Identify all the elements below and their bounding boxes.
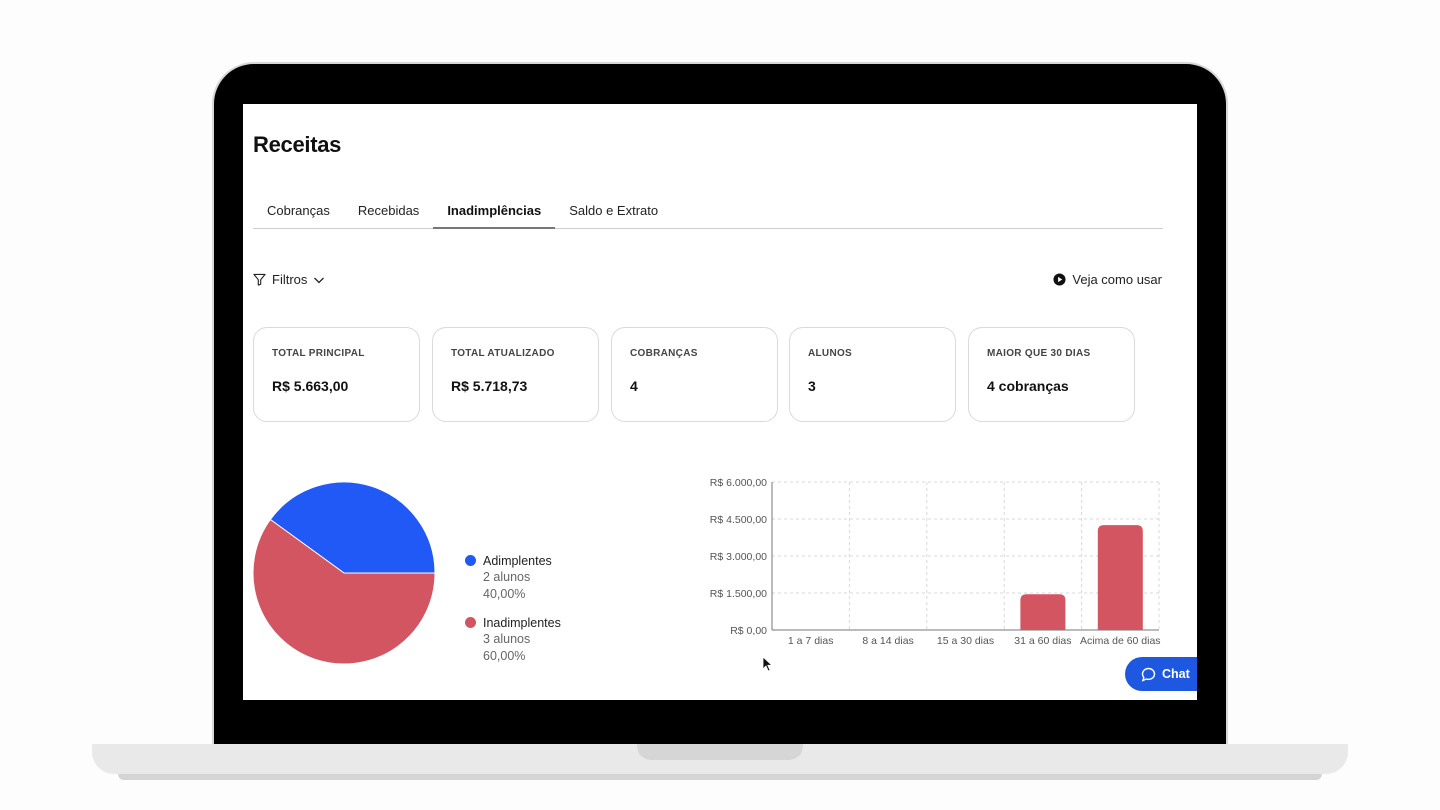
card-label: ALUNOS — [808, 348, 853, 359]
x-tick-label: 8 a 14 dias — [862, 635, 913, 647]
legend-count: 2 alunos — [483, 570, 531, 584]
howto-link[interactable]: Veja como usar — [1053, 272, 1162, 287]
y-tick-label: R$ 1.500,00 — [710, 588, 767, 600]
card-alunos: ALUNOS 3 — [789, 327, 956, 422]
mouse-cursor-icon — [762, 656, 774, 677]
legend-percent: 40,00% — [483, 587, 526, 601]
x-tick-label: 31 a 60 dias — [1014, 635, 1071, 647]
pie-slice-inadimplentes[interactable] — [252, 518, 436, 665]
legend-item-inadimplentes: Inadimplentes 3 alunos 60,00% — [465, 615, 561, 665]
play-circle-icon — [1053, 273, 1066, 286]
chat-button[interactable]: Chat — [1125, 657, 1197, 691]
card-label: MAIOR QUE 30 DIAS — [987, 348, 1091, 359]
chat-label: Chat — [1162, 667, 1190, 681]
y-tick-label: R$ 3.000,00 — [710, 551, 767, 563]
tab-bar: Cobranças Recebidas Inadimplências Saldo… — [253, 196, 1163, 229]
card-label: COBRANÇAS — [630, 348, 698, 359]
filter-icon — [253, 273, 266, 286]
filters-button[interactable]: Filtros — [253, 272, 325, 287]
card-value: 4 cobranças — [987, 378, 1069, 394]
tab-recebidas[interactable]: Recebidas — [357, 203, 420, 218]
bar-4[interactable] — [1097, 525, 1143, 630]
x-tick-label: 15 a 30 dias — [937, 635, 994, 647]
card-value: 3 — [808, 378, 816, 394]
card-total-atualizado: TOTAL ATUALIZADO R$ 5.718,73 — [432, 327, 599, 422]
laptop-notch — [637, 744, 803, 760]
card-cobrancas: COBRANÇAS 4 — [611, 327, 778, 422]
x-tick-label: 1 a 7 dias — [788, 635, 834, 647]
tab-saldo-extrato[interactable]: Saldo e Extrato — [569, 203, 659, 218]
legend-percent: 60,00% — [483, 649, 526, 663]
card-total-principal: TOTAL PRINCIPAL R$ 5.663,00 — [253, 327, 420, 422]
legend-count: 3 alunos — [483, 632, 531, 646]
pie-legend: Adimplentes 2 alunos 40,00% Inadimplente… — [465, 553, 561, 677]
x-tick-label: Acima de 60 dias — [1080, 635, 1161, 647]
howto-label: Veja como usar — [1072, 272, 1162, 287]
card-value: R$ 5.663,00 — [272, 378, 349, 394]
laptop-base-shadow — [118, 774, 1322, 780]
card-label: TOTAL ATUALIZADO — [451, 348, 555, 359]
bar-3[interactable] — [1020, 594, 1066, 630]
card-value: 4 — [630, 378, 638, 394]
legend-item-adimplentes: Adimplentes 2 alunos 40,00% — [465, 553, 561, 603]
tab-cobrancas[interactable]: Cobranças — [267, 203, 330, 218]
legend-swatch-inadimplentes — [465, 617, 476, 628]
y-tick-label: R$ 0,00 — [730, 625, 767, 637]
legend-label: Adimplentes — [483, 554, 552, 568]
filters-label: Filtros — [272, 272, 308, 287]
chevron-down-icon — [313, 274, 325, 286]
aging-bar-chart: R$ 0,00 R$ 1.500,00 R$ 3.000,00 R$ 4.500,00… — [710, 477, 1161, 647]
pie-chart — [252, 481, 436, 665]
y-tick-label: R$ 6.000,00 — [710, 477, 767, 489]
legend-swatch-adimplentes — [465, 555, 476, 566]
app-screen: Receitas Cobranças Recebidas Inadimplênc… — [243, 104, 1197, 700]
card-value: R$ 5.718,73 — [451, 378, 528, 394]
tab-inadimplencias[interactable]: Inadimplências — [433, 196, 556, 229]
y-tick-label: R$ 4.500,00 — [710, 514, 767, 526]
page-title: Receitas — [253, 132, 342, 157]
legend-label: Inadimplentes — [483, 616, 561, 630]
card-maior-30-dias: MAIOR QUE 30 DIAS 4 cobranças — [968, 327, 1135, 422]
card-label: TOTAL PRINCIPAL — [272, 348, 365, 359]
chat-bubble-icon — [1141, 667, 1156, 682]
pie-slice-adimplentes[interactable] — [269, 481, 436, 574]
